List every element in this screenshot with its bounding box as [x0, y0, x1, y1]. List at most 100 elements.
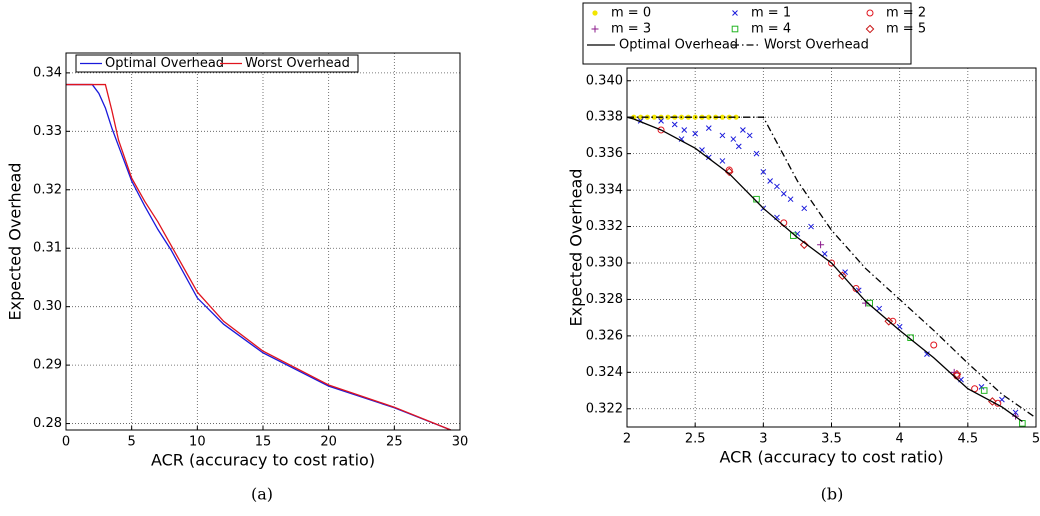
y-tick-label: 0.324 [586, 365, 623, 380]
legend: Optimal Overhead Worst Overhead [75, 54, 359, 73]
point [671, 121, 678, 128]
x-tick-label: 10 [189, 435, 206, 450]
point [705, 125, 712, 131]
point [658, 117, 664, 124]
caption: (b) [821, 485, 844, 504]
point [735, 143, 742, 150]
legend-label: Optimal Overhead [619, 38, 738, 53]
point [930, 341, 938, 349]
point [719, 114, 726, 120]
legend-label: Worst Overhead [245, 56, 350, 71]
y-tick-label: 0.338 [586, 110, 623, 125]
point [808, 223, 814, 230]
point [591, 25, 599, 33]
y-axis-label: Expected Overhead [6, 163, 25, 321]
line [626, 116, 1023, 423]
x-axis-label: ACR (accuracy to cost ratio) [719, 448, 943, 467]
y-tick-label: 0.332 [586, 219, 623, 234]
point [592, 10, 598, 16]
legend-box [582, 2, 912, 65]
x-tick-label: 2.5 [685, 432, 706, 447]
point [1019, 420, 1026, 427]
point [651, 114, 657, 120]
x-tick-label: 20 [320, 435, 337, 450]
legend-box [75, 54, 359, 73]
point [638, 114, 644, 120]
y-tick-label: 0.29 [33, 358, 62, 373]
point [865, 24, 875, 34]
point [719, 158, 726, 164]
y-tick-label: 0.328 [586, 292, 623, 307]
legend-label: m = 2 [886, 6, 926, 21]
legend-label: m = 0 [611, 6, 651, 21]
point [692, 130, 699, 137]
x-tick-label: 5 [1032, 432, 1040, 447]
point [952, 369, 962, 379]
y-tick-label: 0.31 [33, 241, 62, 256]
y-tick-label: 0.32 [33, 182, 62, 197]
point [817, 241, 825, 249]
point [980, 387, 988, 394]
point [774, 183, 780, 190]
y-tick-label: 0.330 [586, 255, 623, 270]
x-tick-label: 4.5 [957, 432, 978, 447]
point [1012, 409, 1019, 416]
point [801, 205, 808, 212]
y-tick-label: 0.28 [33, 416, 62, 431]
point [732, 10, 738, 16]
y-axis-label: Expected Overhead [567, 169, 586, 327]
point [681, 127, 688, 133]
point [767, 178, 774, 184]
point [733, 114, 739, 120]
x-tick-label: 5 [128, 435, 136, 450]
y-tick-label: 0.340 [586, 73, 623, 88]
point [731, 25, 739, 33]
point [842, 269, 848, 275]
point [753, 150, 760, 157]
y-tick-label: 0.326 [586, 328, 623, 343]
point [657, 126, 665, 134]
legend-label: m = 5 [886, 22, 926, 37]
point [828, 259, 835, 267]
point [787, 196, 794, 203]
x-tick-label: 2 [623, 432, 631, 447]
point [866, 9, 874, 17]
line [66, 83, 452, 431]
line [66, 83, 452, 431]
line [627, 116, 1037, 419]
x-tick-label: 3.5 [821, 432, 842, 447]
legend-label: m = 3 [611, 22, 651, 37]
legend: m = 0 m = 1 m = 2 m = 3 m = 4 m = 5 Optimal Ov… [582, 2, 926, 65]
caption: (a) [251, 485, 273, 504]
point [665, 114, 671, 120]
point [821, 251, 828, 257]
y-tick-label: 0.34 [33, 65, 62, 80]
point [884, 316, 894, 326]
plot-frame [626, 67, 1037, 428]
point [719, 132, 726, 139]
x-axis-label: ACR (accuracy to cost ratio) [151, 451, 375, 470]
point [724, 167, 734, 177]
legend-label: m = 1 [751, 6, 791, 21]
x-tick-label: 15 [255, 435, 272, 450]
x-tick-label: 25 [386, 435, 403, 450]
x-tick-label: 4 [896, 432, 904, 447]
x-tick-label: 0 [62, 435, 70, 450]
y-tick-label: 0.30 [33, 299, 62, 314]
y-tick-label: 0.336 [586, 146, 623, 161]
point [838, 271, 847, 281]
y-tick-label: 0.334 [586, 183, 623, 198]
y-tick-label: 0.33 [33, 124, 62, 139]
legend-label: m = 4 [751, 22, 791, 37]
plot-frame [65, 52, 461, 431]
y-tick-label: 0.322 [586, 401, 623, 416]
point [730, 136, 737, 142]
point [706, 114, 712, 120]
point [740, 127, 746, 133]
point [760, 169, 767, 175]
x-tick-label: 30 [452, 435, 469, 450]
point [780, 190, 787, 197]
x-tick-label: 3 [759, 432, 767, 447]
legend-label: Optimal Overhead [105, 56, 224, 71]
